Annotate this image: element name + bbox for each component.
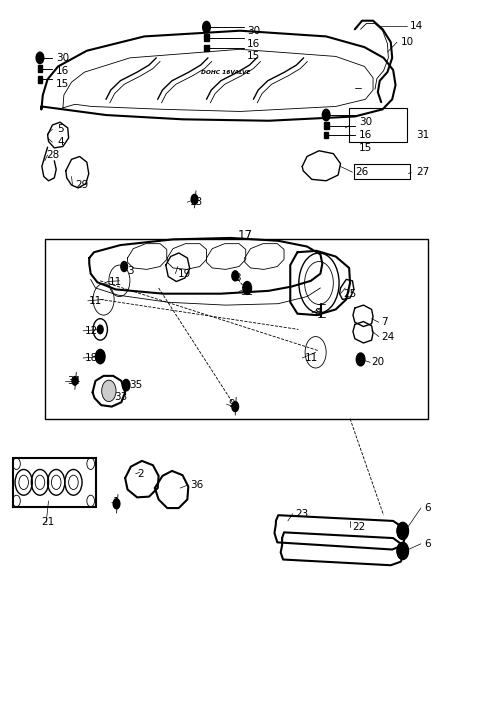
Text: 10: 10 (400, 37, 413, 47)
Text: 16: 16 (247, 39, 261, 49)
Bar (324, 122, 328, 130)
Text: 30: 30 (359, 117, 372, 127)
Text: 7: 7 (381, 317, 388, 327)
Circle shape (36, 52, 44, 64)
Text: 19: 19 (178, 268, 191, 279)
Text: 22: 22 (352, 523, 366, 533)
Text: 3: 3 (234, 273, 241, 283)
Bar (204, 44, 209, 51)
Text: 16: 16 (359, 130, 372, 140)
Bar (37, 65, 42, 72)
Text: 8: 8 (314, 308, 321, 318)
Bar (324, 132, 328, 138)
Text: 27: 27 (416, 168, 430, 177)
Circle shape (121, 261, 128, 271)
Circle shape (397, 523, 408, 540)
Circle shape (243, 281, 252, 294)
Text: 9: 9 (228, 400, 235, 410)
Text: 3: 3 (128, 266, 134, 276)
Bar (38, 76, 42, 82)
Text: 33: 33 (115, 392, 128, 402)
Bar (204, 34, 209, 42)
Text: 31: 31 (416, 130, 430, 140)
Text: 30: 30 (56, 53, 69, 63)
Text: 26: 26 (355, 168, 368, 177)
Circle shape (72, 377, 78, 385)
Text: 34: 34 (67, 376, 80, 386)
Circle shape (102, 380, 116, 402)
Text: 6: 6 (424, 539, 431, 548)
Text: 36: 36 (190, 480, 203, 490)
Text: 13: 13 (190, 197, 203, 207)
Circle shape (203, 21, 210, 33)
Circle shape (397, 542, 408, 559)
Text: DOHC 16VALVE: DOHC 16VALVE (201, 69, 251, 74)
Text: 20: 20 (372, 357, 385, 367)
Circle shape (113, 499, 120, 509)
Text: 29: 29 (75, 180, 88, 190)
Text: 17: 17 (238, 228, 252, 241)
Text: 11: 11 (108, 276, 121, 286)
Text: 5: 5 (57, 125, 64, 135)
Text: 21: 21 (41, 518, 55, 528)
Circle shape (122, 379, 130, 391)
Text: 14: 14 (410, 21, 423, 31)
Text: 2: 2 (137, 469, 144, 479)
Circle shape (356, 353, 365, 366)
Circle shape (232, 271, 239, 281)
Circle shape (232, 402, 239, 412)
Text: 4: 4 (57, 137, 64, 147)
Bar (12, 458, 96, 507)
Circle shape (323, 110, 330, 121)
Text: 11: 11 (89, 296, 103, 306)
Text: 23: 23 (295, 509, 308, 519)
Text: 32: 32 (240, 286, 253, 296)
Bar (45, 238, 428, 419)
Text: 12: 12 (84, 326, 98, 336)
Circle shape (191, 194, 198, 204)
Text: 6: 6 (424, 503, 431, 513)
Text: 15: 15 (359, 143, 372, 153)
Text: 35: 35 (129, 380, 142, 390)
Text: 11: 11 (305, 353, 318, 363)
FancyBboxPatch shape (354, 164, 410, 179)
Circle shape (96, 349, 105, 364)
Text: 18: 18 (84, 353, 98, 363)
Text: 28: 28 (46, 150, 60, 160)
Text: 25: 25 (343, 289, 356, 299)
Text: 15: 15 (247, 52, 261, 62)
Text: 16: 16 (56, 66, 69, 76)
Text: 1: 1 (113, 498, 120, 508)
Text: 15: 15 (56, 79, 69, 89)
Text: 30: 30 (247, 26, 260, 36)
Text: 24: 24 (381, 332, 395, 342)
Circle shape (97, 325, 103, 334)
